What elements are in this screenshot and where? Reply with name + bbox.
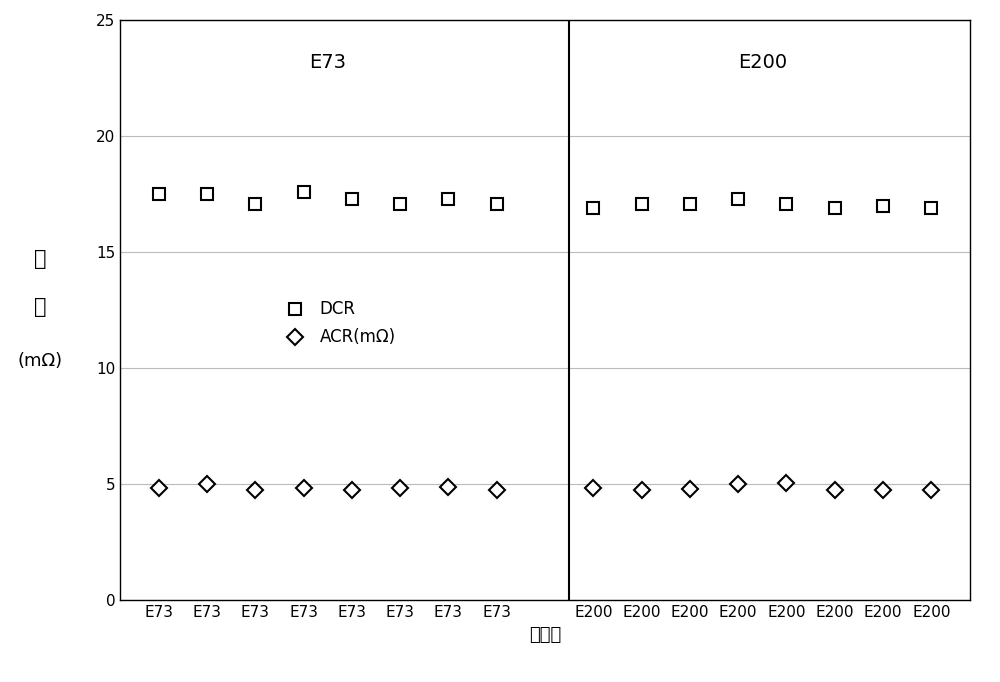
DCR bbox=[442, 195, 454, 203]
ACR(mΩ) bbox=[394, 484, 406, 492]
DCR bbox=[249, 200, 261, 208]
ACR(mΩ) bbox=[491, 486, 503, 494]
ACR(mΩ) bbox=[346, 486, 358, 494]
X-axis label: 电解质: 电解质 bbox=[529, 625, 561, 644]
DCR bbox=[153, 190, 165, 198]
ACR(mΩ) bbox=[298, 484, 310, 492]
DCR bbox=[201, 190, 213, 198]
Text: E200: E200 bbox=[738, 53, 787, 72]
Text: 抗: 抗 bbox=[34, 297, 46, 317]
Text: 阻: 阻 bbox=[34, 249, 46, 269]
DCR bbox=[394, 200, 406, 208]
Legend: DCR, ACR(mΩ): DCR, ACR(mΩ) bbox=[273, 295, 401, 351]
Text: E73: E73 bbox=[309, 53, 346, 72]
DCR bbox=[346, 195, 358, 203]
ACR(mΩ) bbox=[249, 486, 261, 494]
Line: ACR(mΩ): ACR(mΩ) bbox=[153, 479, 502, 496]
ACR(mΩ) bbox=[153, 484, 165, 492]
ACR(mΩ) bbox=[201, 480, 213, 488]
Text: (mΩ): (mΩ) bbox=[17, 353, 63, 370]
ACR(mΩ) bbox=[442, 482, 454, 490]
DCR bbox=[298, 188, 310, 196]
DCR bbox=[491, 200, 503, 208]
Line: DCR: DCR bbox=[152, 186, 503, 210]
